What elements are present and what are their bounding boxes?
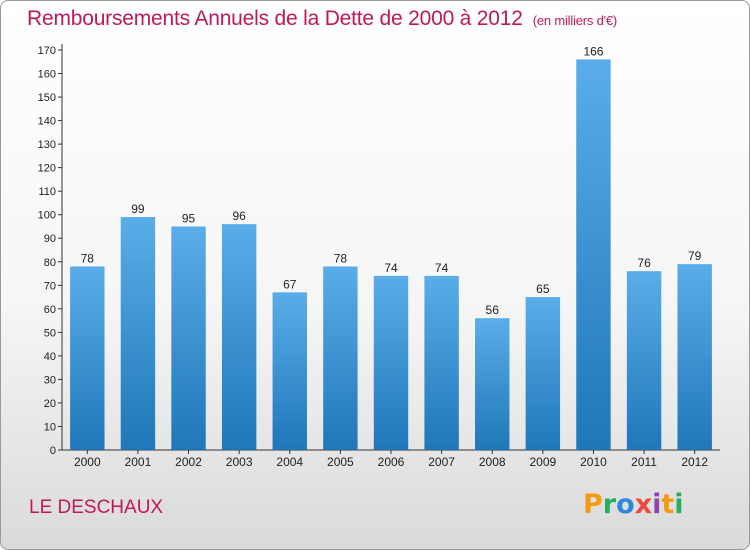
logo-letter: r (602, 489, 617, 520)
x-tick-label: 2009 (529, 455, 556, 469)
data-label: 166 (583, 44, 603, 58)
data-label: 65 (536, 282, 550, 296)
bar (576, 59, 611, 450)
y-tick-label: 120 (38, 163, 56, 175)
data-label: 96 (232, 209, 246, 223)
bar (626, 271, 662, 450)
logo-letter: t (661, 489, 675, 520)
logo-letter: i (652, 489, 662, 520)
bar (221, 224, 257, 450)
y-tick-label: 150 (38, 92, 56, 104)
y-tick-label: 30 (44, 374, 56, 386)
bar (272, 292, 307, 450)
chart-title: Remboursements Annuels de la Dette de 20… (27, 7, 617, 31)
x-tick-label: 2005 (327, 455, 354, 469)
bar (323, 266, 358, 450)
x-tick-label: 2007 (428, 455, 455, 469)
logo-letter: P (583, 489, 603, 520)
y-tick-label: 90 (44, 233, 56, 245)
data-label: 76 (637, 256, 651, 270)
x-tick-label: 2012 (681, 455, 708, 469)
x-tick-label: 2006 (378, 455, 405, 469)
y-tick-label: 40 (44, 351, 56, 363)
bar (475, 318, 510, 450)
y-tick-label: 140 (38, 116, 56, 128)
bar (525, 297, 561, 450)
x-tick-label: 2002 (175, 455, 202, 469)
commune-name: LE DESCHAUX (29, 497, 164, 518)
y-tick-label: 80 (44, 257, 56, 269)
y-tick-label: 110 (38, 186, 56, 198)
x-tick-label: 2003 (226, 455, 253, 469)
data-label: 56 (486, 303, 500, 317)
y-tick-label: 170 (38, 45, 56, 57)
x-tick-label: 2001 (125, 455, 152, 469)
data-label: 95 (182, 211, 196, 225)
logo-letter: x (634, 489, 653, 520)
data-label: 78 (334, 251, 348, 265)
y-tick-label: 130 (38, 139, 56, 151)
x-tick-label: 2008 (479, 455, 506, 469)
y-tick-label: 70 (44, 280, 56, 292)
logo-letter: i (674, 489, 684, 520)
data-label: 74 (435, 261, 449, 275)
y-tick-label: 10 (44, 421, 56, 433)
x-tick-label: 2004 (276, 455, 303, 469)
y-tick-label: 20 (44, 398, 56, 410)
y-tick-label: 50 (44, 327, 56, 339)
bars: 78 99 95 96 67 78 74 74 56 65 166 76 79 (70, 44, 712, 450)
data-label: 78 (81, 251, 95, 265)
bar (677, 264, 712, 450)
data-label: 74 (384, 261, 398, 275)
logo-letter: o (616, 489, 635, 520)
data-label: 79 (688, 249, 702, 263)
y-tick-label: 60 (44, 304, 56, 316)
data-label: 99 (131, 202, 145, 216)
y-tick-label: 160 (38, 69, 56, 81)
x-tick-label: 2000 (74, 455, 101, 469)
bar (373, 275, 409, 450)
proxiti-logo: Proxiti (583, 489, 684, 520)
bar (120, 217, 156, 450)
bar (171, 226, 206, 450)
chart-title-text: Remboursements Annuels de la Dette de 20… (27, 7, 523, 30)
x-tick-label: 2010 (580, 455, 607, 469)
x-tick-label: 2011 (631, 455, 657, 469)
chart-unit: (en milliers d'€) (532, 13, 618, 28)
y-tick-label: 100 (38, 210, 56, 222)
bar (70, 266, 105, 450)
bar (424, 275, 459, 450)
data-label: 67 (283, 277, 297, 291)
y-tick-label: 0 (50, 445, 56, 457)
